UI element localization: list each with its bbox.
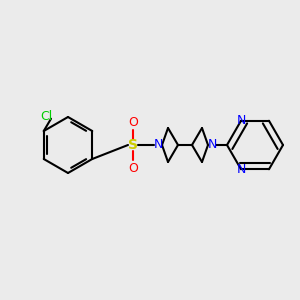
Text: S: S: [128, 138, 138, 152]
Text: N: N: [236, 114, 246, 127]
Text: Cl: Cl: [40, 110, 52, 123]
Text: O: O: [128, 161, 138, 175]
Text: N: N: [207, 139, 217, 152]
Text: O: O: [128, 116, 138, 128]
Text: N: N: [236, 163, 246, 176]
Text: N: N: [153, 139, 163, 152]
